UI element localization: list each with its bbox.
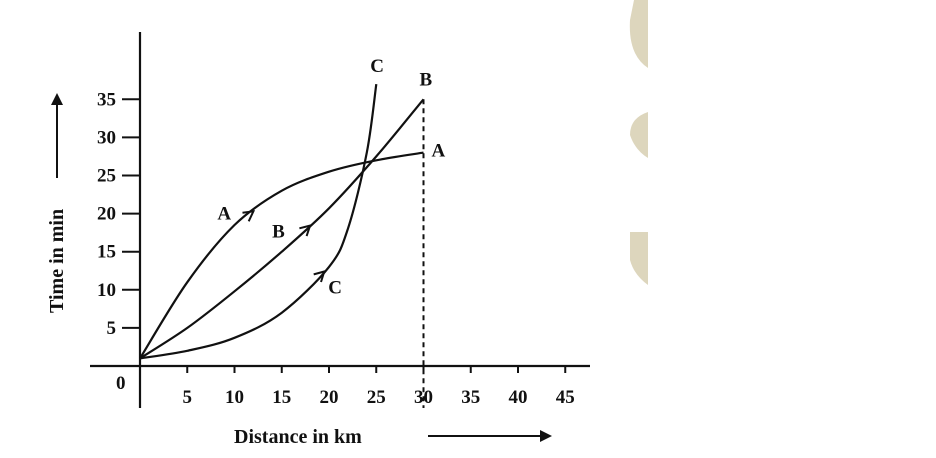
x-axis-arrow [428, 430, 552, 442]
axes [90, 32, 590, 408]
y-tick-label: 5 [107, 318, 117, 339]
series-label-end-c: C [370, 56, 384, 77]
origin-label: 0 [116, 373, 126, 394]
y-tick-label: 25 [97, 166, 116, 187]
y-axis-arrow [51, 93, 63, 178]
series-arrow-b [299, 224, 312, 237]
series-line-b [139, 98, 425, 360]
y-axis-title: Time in min [46, 209, 68, 313]
series-arrow-a [242, 210, 256, 222]
series-line-a [139, 151, 424, 359]
series-label-end-a: A [432, 141, 446, 162]
watermark [629, 0, 648, 285]
x-tick-label: 5 [183, 387, 193, 408]
series-label-mid-b: B [272, 222, 285, 243]
y-tick-label: 15 [97, 242, 116, 263]
y-tick-label: 35 [97, 89, 116, 110]
x-tick-label: 15 [272, 387, 291, 408]
x-tick-label: 25 [367, 387, 386, 408]
series-label-mid-c: C [328, 278, 342, 299]
series-line-c [139, 83, 378, 360]
y-tick-label: 10 [97, 280, 116, 301]
x-tick-label: 10 [225, 387, 244, 408]
x-axis-title: Distance in km [234, 426, 362, 448]
x-tick-label: 45 [556, 387, 575, 408]
series-label-end-b: B [420, 69, 433, 90]
series-arrow-c [313, 270, 326, 283]
x-tick-label: 40 [509, 387, 528, 408]
y-tick-label: 30 [97, 127, 116, 148]
x-tick-label: 35 [461, 387, 480, 408]
y-tick-label: 20 [97, 204, 116, 225]
x-tick-label: 20 [320, 387, 339, 408]
series-layer: A A B B C C [139, 56, 446, 408]
series-label-mid-a: A [217, 203, 231, 224]
